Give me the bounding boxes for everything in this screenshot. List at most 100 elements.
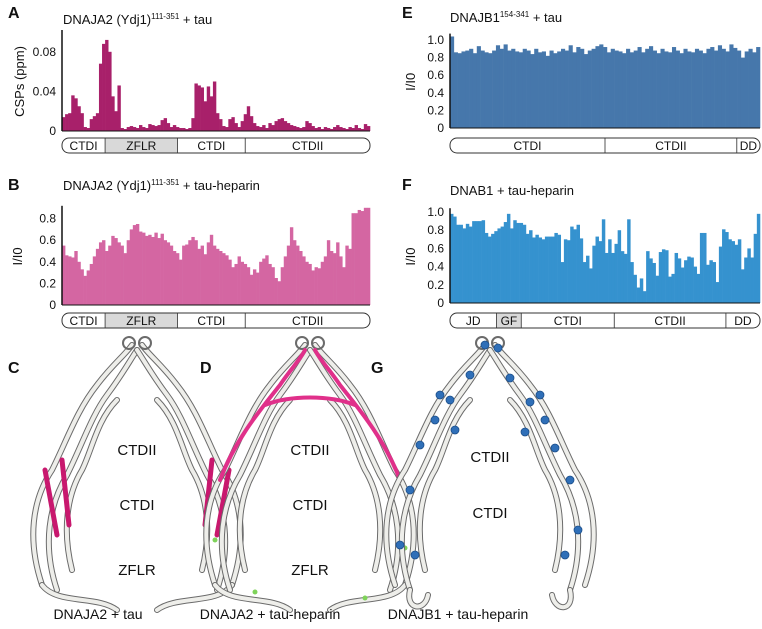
ribbon bbox=[31, 343, 134, 587]
bar bbox=[209, 96, 214, 131]
domain-segment bbox=[177, 138, 246, 153]
bar bbox=[234, 123, 238, 131]
bar bbox=[750, 257, 754, 303]
bar bbox=[111, 235, 115, 305]
ribbon bbox=[328, 583, 407, 612]
bar bbox=[299, 251, 303, 305]
bar bbox=[271, 125, 275, 131]
bar bbox=[191, 118, 195, 131]
y-tick-label: 0.6 bbox=[427, 241, 444, 255]
domain-map: CTDI ZFLR CTDI CTDII bbox=[61, 137, 371, 154]
bar bbox=[145, 235, 149, 305]
bar bbox=[698, 50, 703, 129]
bar bbox=[503, 44, 508, 128]
bar bbox=[265, 255, 269, 305]
domain-outline bbox=[449, 137, 761, 154]
interaction-residue bbox=[505, 373, 515, 383]
bar bbox=[277, 119, 281, 131]
zinc-ion bbox=[252, 589, 258, 595]
bar bbox=[216, 248, 220, 305]
bar bbox=[484, 52, 489, 128]
bar bbox=[280, 267, 285, 305]
zinc-ion bbox=[362, 595, 368, 601]
bar bbox=[645, 48, 650, 128]
bar bbox=[157, 238, 161, 305]
bar bbox=[360, 129, 365, 131]
bar bbox=[333, 253, 337, 305]
bar bbox=[725, 232, 729, 303]
bar bbox=[289, 227, 294, 305]
bar bbox=[733, 47, 738, 128]
bar bbox=[268, 263, 272, 305]
bar bbox=[499, 48, 504, 128]
bar bbox=[591, 48, 596, 128]
bar bbox=[665, 250, 669, 303]
bar bbox=[302, 256, 306, 305]
y-axis-label: I/I0 bbox=[403, 73, 418, 91]
bar bbox=[86, 270, 91, 305]
panel-label: F bbox=[402, 177, 412, 194]
bar bbox=[544, 236, 549, 303]
loop bbox=[311, 336, 325, 350]
domain-segment bbox=[496, 313, 522, 328]
interaction-residue bbox=[520, 427, 530, 437]
bar bbox=[163, 240, 168, 305]
bar bbox=[62, 245, 66, 305]
bar bbox=[674, 252, 679, 303]
bar bbox=[259, 261, 263, 305]
bar bbox=[308, 123, 312, 131]
bar bbox=[551, 236, 555, 303]
bar bbox=[105, 251, 109, 305]
ribbon bbox=[213, 583, 292, 612]
bar bbox=[715, 282, 720, 303]
ribbon bbox=[488, 348, 581, 592]
interaction-residue bbox=[493, 343, 503, 353]
bar bbox=[752, 52, 757, 128]
panel-label: C bbox=[8, 360, 20, 377]
bar bbox=[308, 263, 312, 305]
bar bbox=[329, 129, 334, 131]
y-axis-label: I/I0 bbox=[403, 248, 418, 266]
bar bbox=[513, 220, 517, 303]
bar bbox=[599, 44, 604, 128]
bar bbox=[166, 242, 171, 305]
bar bbox=[630, 262, 634, 303]
bar bbox=[737, 239, 742, 303]
bar bbox=[492, 50, 497, 129]
bar bbox=[717, 45, 723, 128]
structure-caption: DNAJA2 + tau bbox=[53, 606, 142, 622]
bar bbox=[472, 221, 476, 303]
bar bbox=[175, 253, 180, 305]
bar bbox=[530, 54, 535, 128]
domain-outline bbox=[61, 137, 371, 154]
bar bbox=[636, 287, 641, 303]
bar bbox=[194, 83, 198, 131]
domain-segment bbox=[177, 313, 246, 328]
bar bbox=[462, 228, 467, 303]
bar bbox=[363, 207, 368, 305]
bar bbox=[326, 128, 331, 131]
bar bbox=[268, 123, 272, 131]
bar bbox=[139, 125, 143, 131]
ribbon bbox=[219, 348, 312, 592]
domain-label: JD bbox=[466, 314, 481, 328]
chart-panel-f: F DNAB1 + tau-heparin 0 0.2 0.4 0.6 0.8 1.0 I/I0… bbox=[402, 177, 761, 329]
chart-title: DNAJB1154-341 + tau bbox=[450, 10, 562, 25]
bar bbox=[545, 55, 550, 129]
bar bbox=[111, 96, 115, 131]
bar bbox=[491, 233, 495, 303]
bar bbox=[329, 251, 334, 305]
bar bbox=[722, 229, 726, 303]
bar bbox=[80, 113, 84, 131]
bar bbox=[677, 258, 682, 303]
interaction-residue bbox=[445, 395, 455, 405]
bar bbox=[573, 229, 577, 303]
bar bbox=[641, 52, 646, 128]
highlighted-strand bbox=[263, 395, 357, 407]
bar bbox=[348, 127, 352, 131]
bar bbox=[212, 81, 217, 131]
bar bbox=[480, 50, 485, 129]
bar bbox=[148, 234, 152, 305]
bar bbox=[129, 126, 134, 131]
